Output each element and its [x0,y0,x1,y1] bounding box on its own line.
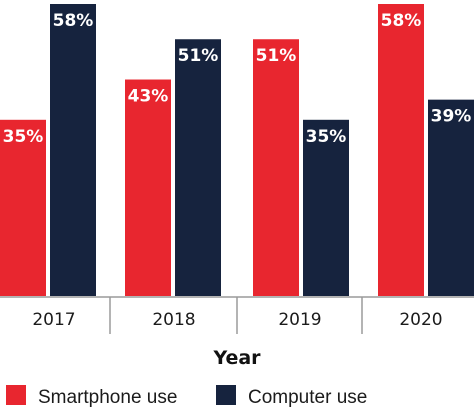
bars [0,4,474,296]
bar-smartphone-use-2020 [378,4,424,296]
legend-swatch-computer [216,385,236,405]
bar-smartphone-use-2017 [0,119,46,296]
bar-label-smartphone-use-2020: 58% [381,11,422,31]
x-tick-labels: 2017 2018 2019 2020 [32,310,442,330]
x-tick-label-2017: 2017 [32,310,75,330]
x-tick-label-2019: 2019 [278,310,321,330]
bar-computer-use-2017 [50,4,96,296]
x-tick-label-2020: 2020 [399,310,442,330]
bar-computer-use-2018 [175,39,221,296]
bar-label-smartphone-use-2018: 43% [128,87,169,107]
bar-computer-use-2020 [428,99,474,296]
bar-label-computer-use-2017: 58% [53,11,94,31]
bar-label-smartphone-use-2019: 51% [256,46,297,66]
x-axis-title: Year [212,347,261,369]
bar-smartphone-use-2018 [125,79,171,296]
bar-label-computer-use-2020: 39% [431,107,472,127]
bar-label-computer-use-2019: 35% [306,127,347,147]
legend-label-smartphone: Smartphone use [38,387,177,408]
legend: Smartphone use Computer use [6,385,367,408]
bar-computer-use-2019 [303,119,349,296]
bar-labels: 35% 43% 51% 58% 58% 51% 35% 39% [3,11,472,147]
bar-label-smartphone-use-2017: 35% [3,127,44,147]
x-tick-label-2018: 2018 [152,310,195,330]
x-axis [0,296,474,334]
legend-swatch-smartphone [6,385,26,405]
bar-smartphone-use-2019 [253,39,299,296]
bar-label-computer-use-2018: 51% [178,46,219,66]
legend-label-computer: Computer use [248,387,367,408]
